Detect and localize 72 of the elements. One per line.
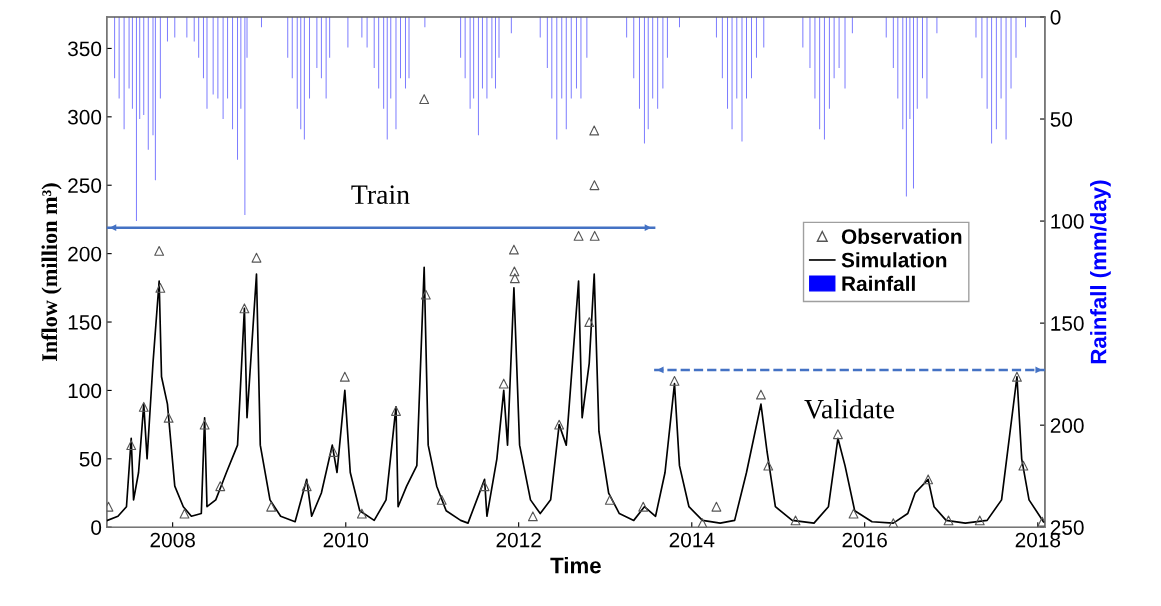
point — [436, 494, 447, 505]
legend-label: Rainfall — [842, 275, 915, 292]
point — [790, 515, 801, 526]
x-tick-label: 2016 — [842, 532, 887, 548]
point — [1012, 371, 1022, 382]
point — [339, 371, 350, 382]
point — [154, 245, 165, 256]
legend-label: Simulation — [841, 252, 947, 268]
point — [584, 317, 595, 327]
point — [589, 230, 600, 241]
y-tick-label: 100 — [68, 383, 102, 399]
point — [669, 375, 680, 386]
point — [420, 289, 431, 300]
x-tick-label: 2008 — [150, 532, 195, 548]
point — [638, 501, 649, 512]
point — [554, 419, 565, 430]
annotation: Validate — [804, 398, 895, 419]
point — [419, 94, 430, 104]
point — [923, 474, 934, 485]
point — [498, 378, 509, 389]
y2-tick-label: 50 — [1050, 112, 1073, 127]
y-tick-label: 150 — [68, 315, 102, 330]
y-tick-label: 200 — [68, 246, 102, 262]
point — [328, 447, 339, 457]
y2-tick-label: 0 — [1050, 9, 1061, 25]
point — [215, 481, 226, 492]
point — [356, 508, 367, 519]
point — [755, 389, 766, 400]
point — [711, 501, 722, 512]
point — [527, 511, 538, 522]
y-tick-label: 250 — [68, 178, 102, 193]
point — [974, 515, 985, 526]
point — [479, 481, 490, 492]
annotation: Train — [351, 185, 410, 205]
y2-tick-label: 100 — [1051, 214, 1084, 229]
point — [251, 252, 262, 263]
y-tick-label: 50 — [79, 451, 102, 467]
point — [589, 180, 600, 191]
point — [508, 244, 519, 255]
x-tick-label: 2010 — [323, 532, 369, 548]
point — [943, 515, 954, 526]
point — [832, 429, 843, 440]
point — [163, 412, 174, 423]
point — [888, 518, 899, 528]
x-tick-label: 2012 — [496, 532, 541, 548]
point — [239, 303, 250, 314]
point — [199, 419, 210, 430]
point — [509, 266, 520, 277]
point — [126, 440, 137, 451]
x-tick-label: 2014 — [669, 532, 715, 548]
point — [1018, 460, 1029, 471]
point — [266, 501, 277, 512]
y-axis-title: Inflow (million m³) — [41, 183, 62, 362]
point — [509, 273, 520, 284]
y2-tick-label: 200 — [1050, 418, 1084, 433]
y2-tick-label: 150 — [1051, 316, 1084, 331]
x-axis-title: Time — [550, 557, 601, 574]
point — [155, 282, 166, 293]
y-tick-label: 350 — [67, 41, 102, 57]
point — [179, 508, 190, 519]
point — [697, 518, 708, 528]
legend-label: Observation — [841, 228, 962, 244]
y-tick-label: 0 — [91, 520, 102, 535]
point — [604, 494, 615, 505]
point — [848, 508, 859, 519]
point — [138, 401, 149, 412]
point — [573, 230, 584, 241]
y2-axis-title: Rainfall (mm/day) — [1090, 180, 1111, 364]
y-tick-label: 300 — [67, 109, 102, 125]
point — [589, 125, 600, 136]
point — [301, 481, 312, 492]
point — [763, 460, 774, 471]
